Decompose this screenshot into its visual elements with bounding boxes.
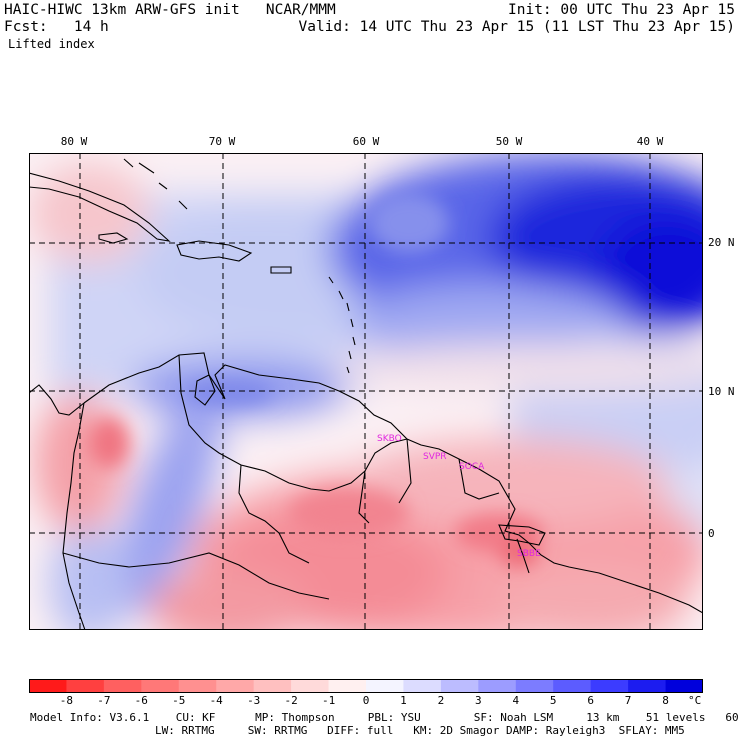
- colorbar-tick-label: 3: [474, 694, 482, 707]
- colorbar-cell: [29, 679, 67, 693]
- colorbar-cell: [366, 679, 404, 693]
- colorbar-tick-label: -5: [172, 694, 186, 707]
- colorbar-unit: °C: [688, 694, 702, 707]
- lat-lon-grid: [29, 153, 703, 630]
- station-label: SKBO: [377, 434, 402, 444]
- station-label: SOCA: [459, 462, 485, 472]
- colorbar-tick-label: 4: [512, 694, 520, 707]
- station-labels: SKBO SVPR SOCA SBBE: [377, 434, 541, 559]
- colorbar-cell: [66, 679, 105, 693]
- colorbar-tick-label: -3: [247, 694, 261, 707]
- lon-label-80w: 80 W: [60, 135, 88, 148]
- colorbar-tick-label: -1: [321, 694, 336, 707]
- colorbar-cell: [328, 679, 367, 693]
- forecast-hour: Fcst: 14 h: [4, 19, 109, 35]
- colorbar-tick-label: 5: [549, 694, 557, 707]
- colorbar-cell: [103, 679, 142, 693]
- colorbar-tick-label: 6: [587, 694, 594, 707]
- colorbar-tick-label: 8: [662, 694, 669, 707]
- colorbar-cell: [628, 679, 667, 693]
- colorbar-tick-label: -2: [284, 694, 298, 707]
- lon-label-50w: 50 W: [495, 135, 523, 148]
- model-info-line2: LW: RRTMG SW: RRTMG DIFF: full KM: 2D Sm…: [155, 724, 685, 737]
- colorbar-tick-label: -7: [97, 694, 111, 707]
- colorbar-cell: [403, 679, 442, 693]
- field-title: Lifted index: [8, 37, 95, 51]
- lon-label-70w: 70 W: [208, 135, 236, 148]
- colorbar-cell: [291, 679, 330, 693]
- colorbar-cell: [253, 679, 292, 693]
- lifted-index-map: SKBO SVPR SOCA SBBE: [29, 153, 703, 630]
- colorbar-cell: [515, 679, 554, 693]
- colorbar-cell: [553, 679, 592, 693]
- station-label: SBBE: [517, 549, 541, 559]
- colorbar-cell: [665, 679, 703, 693]
- colorbar-tick-label: -8: [59, 694, 74, 707]
- colorbar-cell: [440, 679, 479, 693]
- colorbar-cell: [178, 679, 217, 693]
- colorbar-tick-label: -6: [134, 694, 148, 707]
- lon-label-60w: 60 W: [352, 135, 380, 148]
- colorbar-cell: [216, 679, 255, 693]
- coastlines: [29, 158, 703, 630]
- lon-label-40w: 40 W: [636, 135, 664, 148]
- run-title: HAIC-HIWC 13km ARW-GFS init NCAR/MMM: [4, 2, 336, 18]
- colorbar: [29, 679, 703, 693]
- colorbar-tick-label: -4: [209, 694, 223, 707]
- colorbar-tick-label: 7: [624, 694, 632, 707]
- colorbar-cell: [478, 679, 517, 693]
- valid-time: Valid: 14 UTC Thu 23 Apr 15 (11 LST Thu …: [298, 19, 736, 35]
- colorbar-tick-label: 1: [400, 694, 407, 707]
- map-frame: [29, 153, 703, 630]
- lat-label-10n: 10 N: [708, 385, 735, 398]
- colorbar-tick-label: 2: [437, 694, 445, 707]
- colorbar-cell: [141, 679, 180, 693]
- lat-label-0: 0: [708, 527, 715, 540]
- init-time: Init: 00 UTC Thu 23 Apr 15: [508, 2, 735, 18]
- lat-label-20n: 20 N: [708, 236, 735, 249]
- station-label: SVPR: [423, 452, 447, 462]
- colorbar-cell: [590, 679, 629, 693]
- colorbar-tick-label: 0: [362, 694, 370, 707]
- model-info-line1: Model Info: V3.6.1 CU: KF MP: Thompson P…: [30, 711, 740, 724]
